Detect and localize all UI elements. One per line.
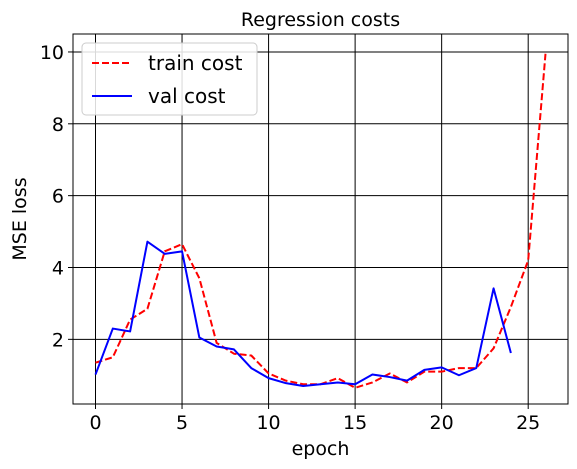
legend: train cost val cost bbox=[81, 42, 258, 116]
legend-train-cost-label: train cost bbox=[148, 51, 243, 75]
y-tick-label: 10 bbox=[40, 42, 64, 64]
y-tick-label: 4 bbox=[52, 257, 64, 279]
x-tick-label: 25 bbox=[516, 412, 540, 434]
x-tick-label: 5 bbox=[176, 412, 188, 434]
x-tick-label: 0 bbox=[89, 412, 101, 434]
val-cost-line bbox=[94, 240, 512, 388]
x-axis-ticks: 0 5 10 15 20 25 bbox=[89, 404, 540, 434]
plot-frame bbox=[72, 33, 569, 405]
x-tick-label: 10 bbox=[256, 412, 280, 434]
x-axis-label: epoch bbox=[292, 438, 350, 460]
y-tick-label: 2 bbox=[52, 329, 64, 351]
grid bbox=[73, 34, 568, 404]
x-tick-label: 20 bbox=[430, 412, 454, 434]
y-axis-label: MSE loss bbox=[9, 177, 31, 260]
x-tick-label: 15 bbox=[343, 412, 367, 434]
series-layer bbox=[94, 53, 547, 389]
y-tick-label: 6 bbox=[52, 186, 64, 208]
y-axis-ticks: 2 4 6 8 10 bbox=[40, 42, 73, 351]
y-tick-label: 8 bbox=[52, 114, 64, 136]
legend-val-cost-label: val cost bbox=[148, 84, 226, 108]
chart-title: Regression costs bbox=[241, 9, 400, 31]
